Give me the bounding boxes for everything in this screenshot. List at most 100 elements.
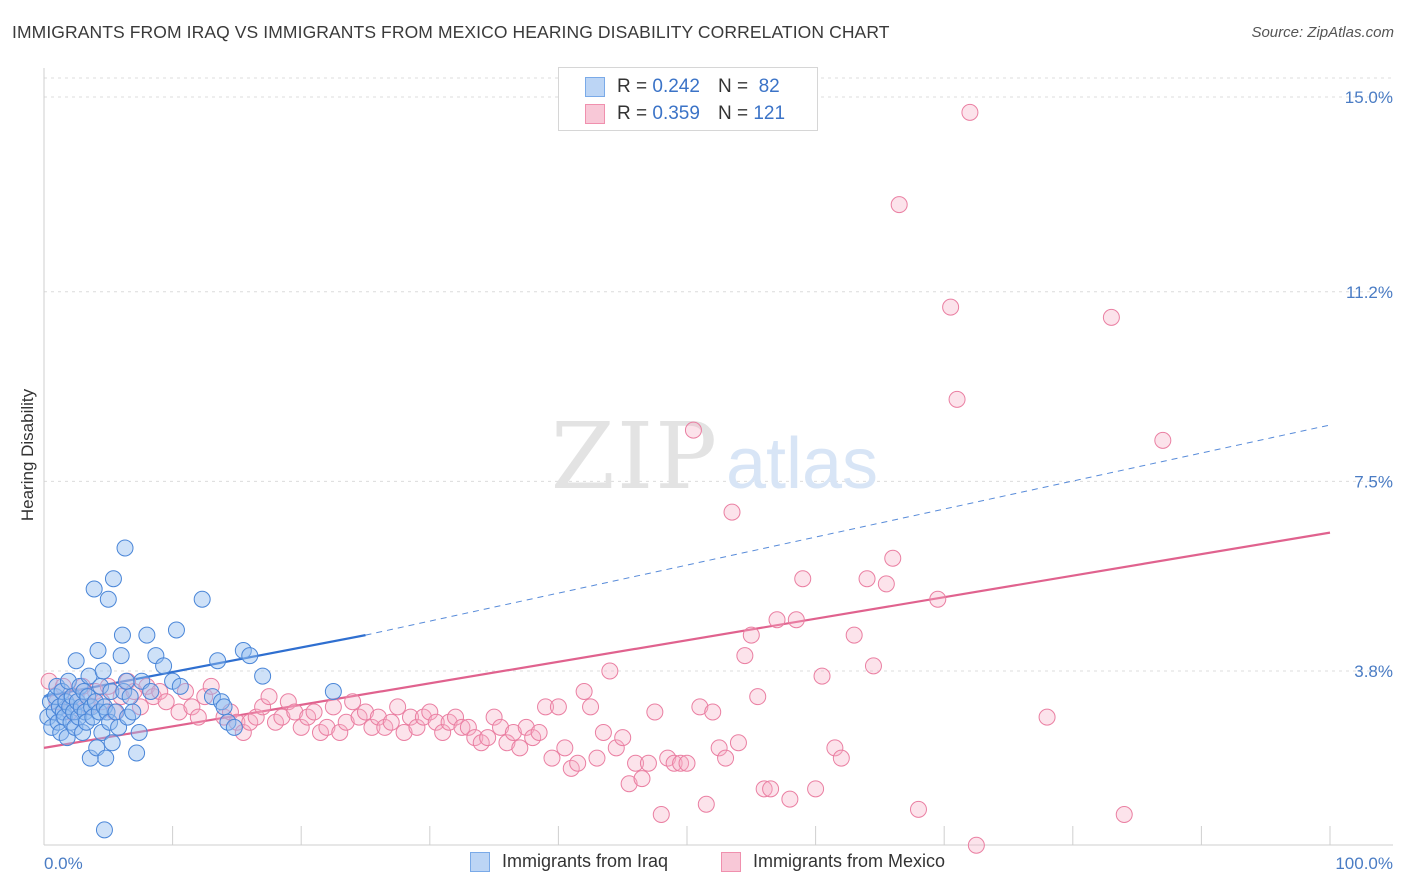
- data-point: [864, 657, 882, 675]
- data-point: [929, 590, 947, 608]
- data-point: [421, 703, 439, 721]
- data-point: [453, 718, 471, 736]
- data-point: [101, 713, 119, 731]
- data-point: [45, 703, 63, 721]
- data-point: [53, 683, 71, 700]
- data-point: [112, 688, 130, 706]
- data-point: [627, 754, 645, 772]
- data-point: [324, 698, 342, 716]
- data-point: [768, 611, 786, 629]
- data-point: [170, 703, 188, 721]
- data-point: [260, 688, 278, 706]
- data-point: [369, 708, 387, 726]
- legend-r-value-iraq: 0.242: [652, 76, 700, 97]
- data-point: [121, 688, 139, 706]
- data-point: [607, 739, 625, 757]
- data-point: [858, 570, 876, 588]
- y-tick-label: 11.2%: [1346, 283, 1393, 302]
- data-point: [504, 724, 522, 741]
- data-point: [569, 754, 587, 772]
- data-point: [41, 693, 59, 711]
- data-point: [103, 734, 121, 752]
- data-point: [678, 754, 696, 772]
- data-point: [549, 698, 567, 716]
- data-point: [601, 662, 619, 680]
- data-point: [832, 749, 850, 767]
- data-point: [729, 734, 747, 752]
- series-points-mexico: [40, 103, 1172, 854]
- data-point: [324, 683, 342, 700]
- data-point: [402, 708, 420, 726]
- data-point: [967, 836, 985, 854]
- series-swatch-mexico: [721, 851, 741, 872]
- data-point: [151, 683, 169, 700]
- data-point: [382, 713, 400, 731]
- data-point: [85, 580, 103, 598]
- chart-title: IMMIGRANTS FROM IRAQ VS IMMIGRANTS FROM …: [12, 22, 890, 42]
- data-point: [357, 703, 374, 721]
- watermark-zip: ZIP: [551, 403, 719, 510]
- legend-row-iraq: R = 0.242 N = 82: [585, 75, 780, 99]
- data-point: [167, 621, 185, 639]
- data-point: [884, 549, 902, 567]
- legend-r-label: R =: [617, 76, 648, 97]
- data-point: [781, 790, 799, 808]
- y-tick-label: 15.0%: [1345, 88, 1393, 107]
- series-legend-mexico[interactable]: Immigrants from Mexico: [721, 851, 945, 872]
- data-point: [961, 103, 979, 121]
- data-point: [948, 390, 966, 408]
- data-point: [305, 703, 323, 721]
- data-point: [318, 718, 336, 736]
- data-point: [575, 683, 593, 700]
- data-point: [408, 718, 426, 736]
- data-point: [138, 626, 156, 644]
- data-point: [588, 749, 606, 767]
- watermark: ZIP atlas: [551, 403, 878, 510]
- data-point: [241, 647, 259, 665]
- series-legend: Immigrants from Iraq Immigrants from Mex…: [0, 851, 1406, 877]
- data-point: [273, 708, 291, 726]
- data-point: [434, 724, 452, 741]
- data-point: [113, 626, 131, 644]
- legend-n-label: N =: [717, 76, 749, 97]
- data-point: [176, 683, 194, 700]
- data-point: [717, 749, 735, 767]
- trend-lines: [43, 424, 1331, 749]
- data-point: [1115, 806, 1133, 823]
- correlation-legend: R = 0.242 N = 82 R = 0.359 N = 121: [558, 67, 818, 131]
- data-point: [116, 539, 134, 557]
- data-point: [86, 693, 104, 711]
- data-point: [130, 724, 148, 741]
- data-point: [212, 693, 230, 711]
- legend-row-mexico: R = 0.359 N = 121: [585, 102, 785, 126]
- series-legend-iraq[interactable]: Immigrants from Iraq: [470, 851, 668, 872]
- data-point: [183, 698, 201, 716]
- data-point: [813, 667, 831, 685]
- data-point: [749, 688, 767, 706]
- trend-line-iraq: [43, 634, 366, 698]
- data-point: [331, 724, 349, 741]
- data-point: [1154, 431, 1172, 449]
- data-point: [537, 698, 555, 716]
- data-point: [1038, 708, 1056, 726]
- data-point: [672, 754, 690, 772]
- data-point: [620, 775, 638, 793]
- data-point: [193, 590, 211, 608]
- data-point: [492, 718, 510, 736]
- data-point: [684, 421, 702, 439]
- data-point: [890, 196, 908, 214]
- data-point: [74, 724, 92, 741]
- data-point: [909, 800, 927, 818]
- data-point: [337, 713, 355, 731]
- data-point: [556, 739, 574, 757]
- data-point: [117, 672, 135, 690]
- data-point: [99, 590, 117, 608]
- series-swatch-iraq: [470, 851, 490, 872]
- data-point: [826, 739, 844, 757]
- data-point: [704, 703, 722, 721]
- data-point: [155, 657, 173, 675]
- data-point: [633, 770, 651, 788]
- data-point: [479, 729, 497, 747]
- data-point: [254, 698, 272, 716]
